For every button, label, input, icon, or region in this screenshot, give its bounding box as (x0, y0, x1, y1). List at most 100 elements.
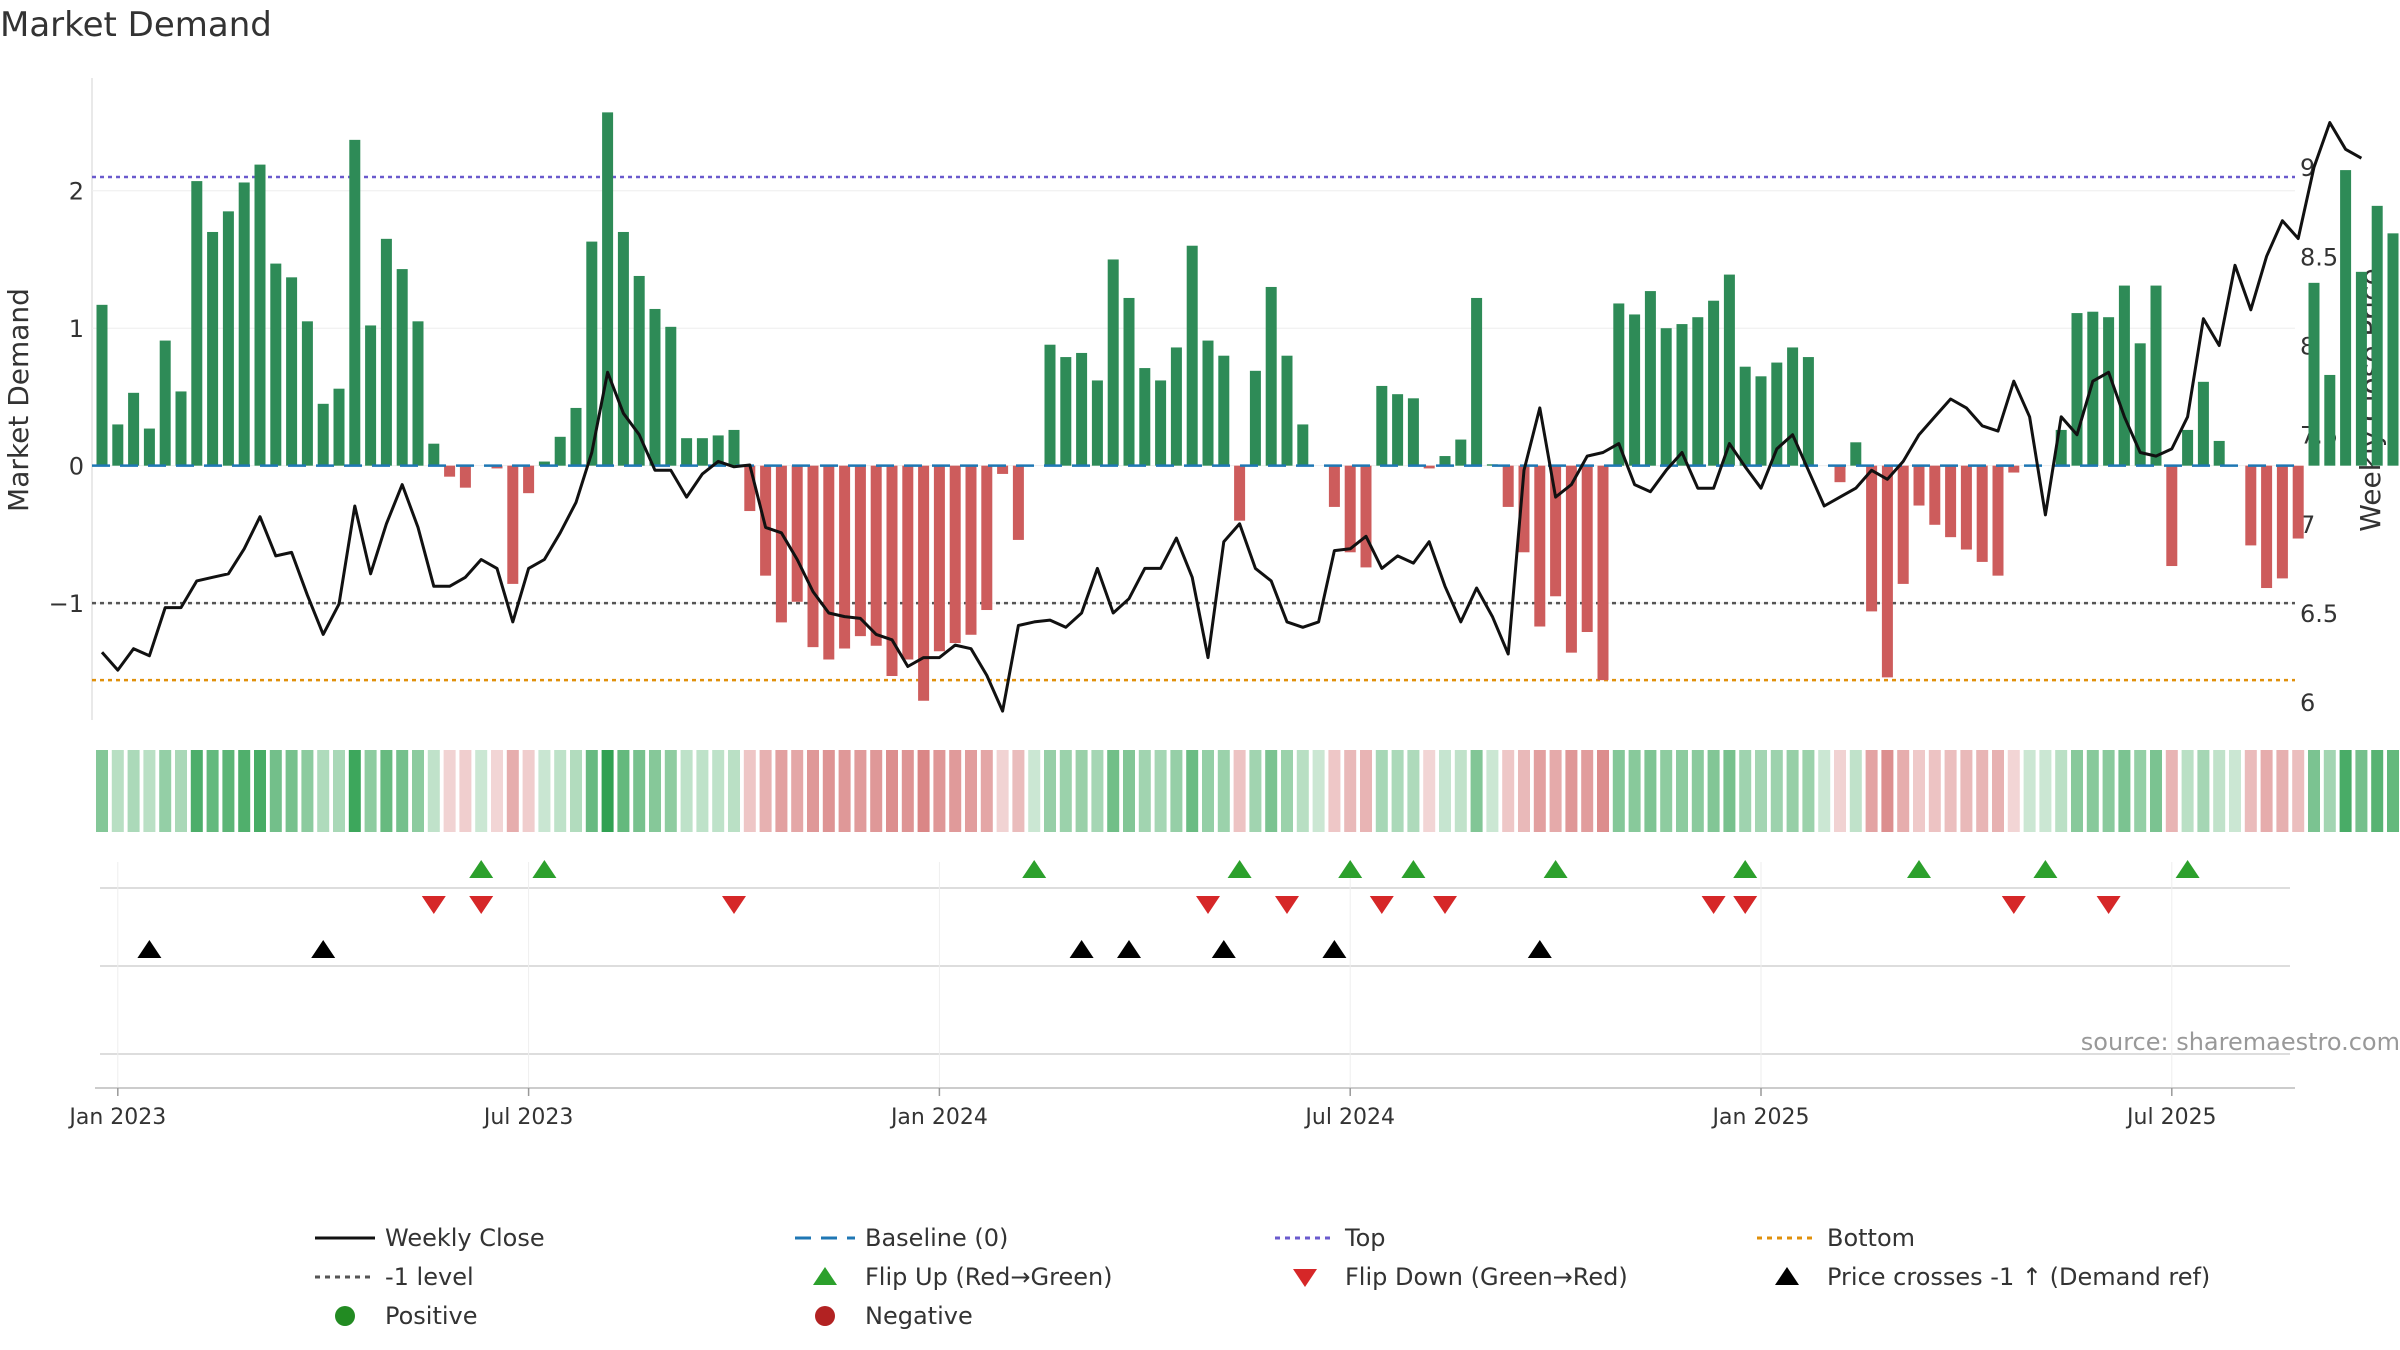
strip-cell (317, 750, 330, 832)
flip-down-marker (469, 896, 494, 914)
demand-bar (2087, 311, 2099, 466)
legend-item: Price crosses -1 ↑ (Demand ref) (1775, 1263, 2210, 1291)
x-tick-label: Jan 2025 (1711, 1105, 1810, 1130)
strip-cell (1217, 750, 1230, 832)
strip-cell (1470, 750, 1483, 832)
demand-bar (1976, 465, 1988, 562)
strip-cell (791, 750, 804, 832)
x-axis: Jan 2023 Jul 2023 Jan 2024 Jul 2024 Jan 2025… (67, 1087, 2295, 1130)
flip-down-marker (722, 896, 746, 914)
demand-bar (1565, 465, 1577, 653)
demand-bar (760, 465, 772, 576)
demand-bar (444, 465, 456, 477)
strip-cell (348, 750, 361, 832)
demand-bar (507, 465, 519, 584)
flip-up-marker (1401, 860, 1426, 878)
demand-bar (112, 424, 124, 466)
strip-cell (1281, 750, 1293, 832)
demand-bar (933, 465, 945, 652)
demand-bar (2355, 271, 2367, 466)
demand-bar (633, 275, 645, 466)
flip-down-marker (2001, 896, 2026, 914)
strip-cell (1091, 750, 1104, 832)
demand-bar (2324, 374, 2336, 466)
strip-cell (886, 750, 898, 832)
strip-cell (1518, 750, 1530, 832)
demand-bar (2387, 233, 2399, 466)
demand-bar (1787, 347, 1799, 466)
demand-bar (238, 182, 250, 466)
strip-cell (2387, 750, 2399, 832)
strip-cell (254, 750, 266, 832)
demand-bar (1123, 297, 1135, 466)
x-tick-label: Jan 2023 (67, 1105, 166, 1130)
demand-bar (159, 340, 171, 466)
demand-bar (886, 465, 898, 677)
price-cross-marker (1211, 940, 1236, 958)
strip-cell (1644, 750, 1657, 832)
demand-bar (2071, 313, 2083, 466)
demand-bar (1960, 465, 1972, 550)
strip-cell (96, 750, 108, 832)
strip-cell (965, 750, 977, 832)
demand-bar (396, 269, 408, 466)
demand-bar (286, 277, 298, 466)
demand-bar (349, 139, 361, 466)
flip-up-marker (1022, 860, 1047, 878)
demand-bar (1407, 398, 1419, 466)
strip-cell (712, 750, 725, 832)
demand-bar (2245, 465, 2257, 546)
demand-bar (175, 391, 187, 466)
strip-cell (775, 750, 788, 832)
demand-bar (2166, 465, 2178, 567)
demand-bar (728, 429, 740, 466)
demand-bar (1534, 465, 1546, 627)
strip-cell (1881, 750, 1894, 832)
demand-bar (1044, 344, 1056, 466)
demand-bar (143, 428, 155, 466)
demand-bar (1455, 439, 1467, 466)
flip-down-marker (2096, 896, 2121, 914)
y-left-tick-label: 1 (69, 315, 84, 343)
strip-cell (2039, 750, 2052, 832)
demand-bar (207, 231, 219, 466)
demand-bar (1076, 352, 1088, 466)
strip-cell (585, 750, 598, 832)
legend-item: Weekly Close (315, 1224, 545, 1252)
legend-label: Positive (385, 1302, 478, 1330)
demand-bar (839, 465, 851, 649)
strip-cell (1123, 750, 1135, 832)
strip-cell (522, 750, 535, 832)
demand-bar (365, 325, 377, 466)
strip-cell (333, 750, 345, 832)
strip-cell (1897, 750, 1910, 832)
demand-bar (965, 465, 977, 635)
demand-bar (523, 465, 535, 494)
strip-cell (459, 750, 472, 832)
demand-bar (1502, 465, 1514, 507)
strip-cell (822, 750, 835, 832)
demand-bar (791, 465, 803, 602)
strip-cell (664, 750, 677, 832)
legend-label: Top (1344, 1224, 1386, 1252)
demand-bar (696, 438, 708, 466)
demand-bar (1834, 465, 1846, 483)
legend-item: Baseline (0) (795, 1224, 1008, 1252)
strip-cell (1849, 750, 1862, 832)
strip-cell (1565, 750, 1578, 832)
strip-cell (1486, 750, 1499, 832)
strip-cell (1186, 750, 1199, 832)
strip-cell (475, 750, 488, 832)
strip-cell (1107, 750, 1120, 832)
strip-cell (933, 750, 946, 832)
strip-cell (238, 750, 251, 832)
strip-cell (2276, 750, 2289, 832)
strip-cell (696, 750, 709, 832)
demand-bar (1581, 465, 1593, 633)
strip-cell (617, 750, 630, 832)
flip-down-marker (1196, 896, 1220, 914)
y-axis-left-label: Market Demand (2, 288, 35, 512)
strip-cell (1265, 750, 1278, 832)
strip-cell (506, 750, 519, 832)
